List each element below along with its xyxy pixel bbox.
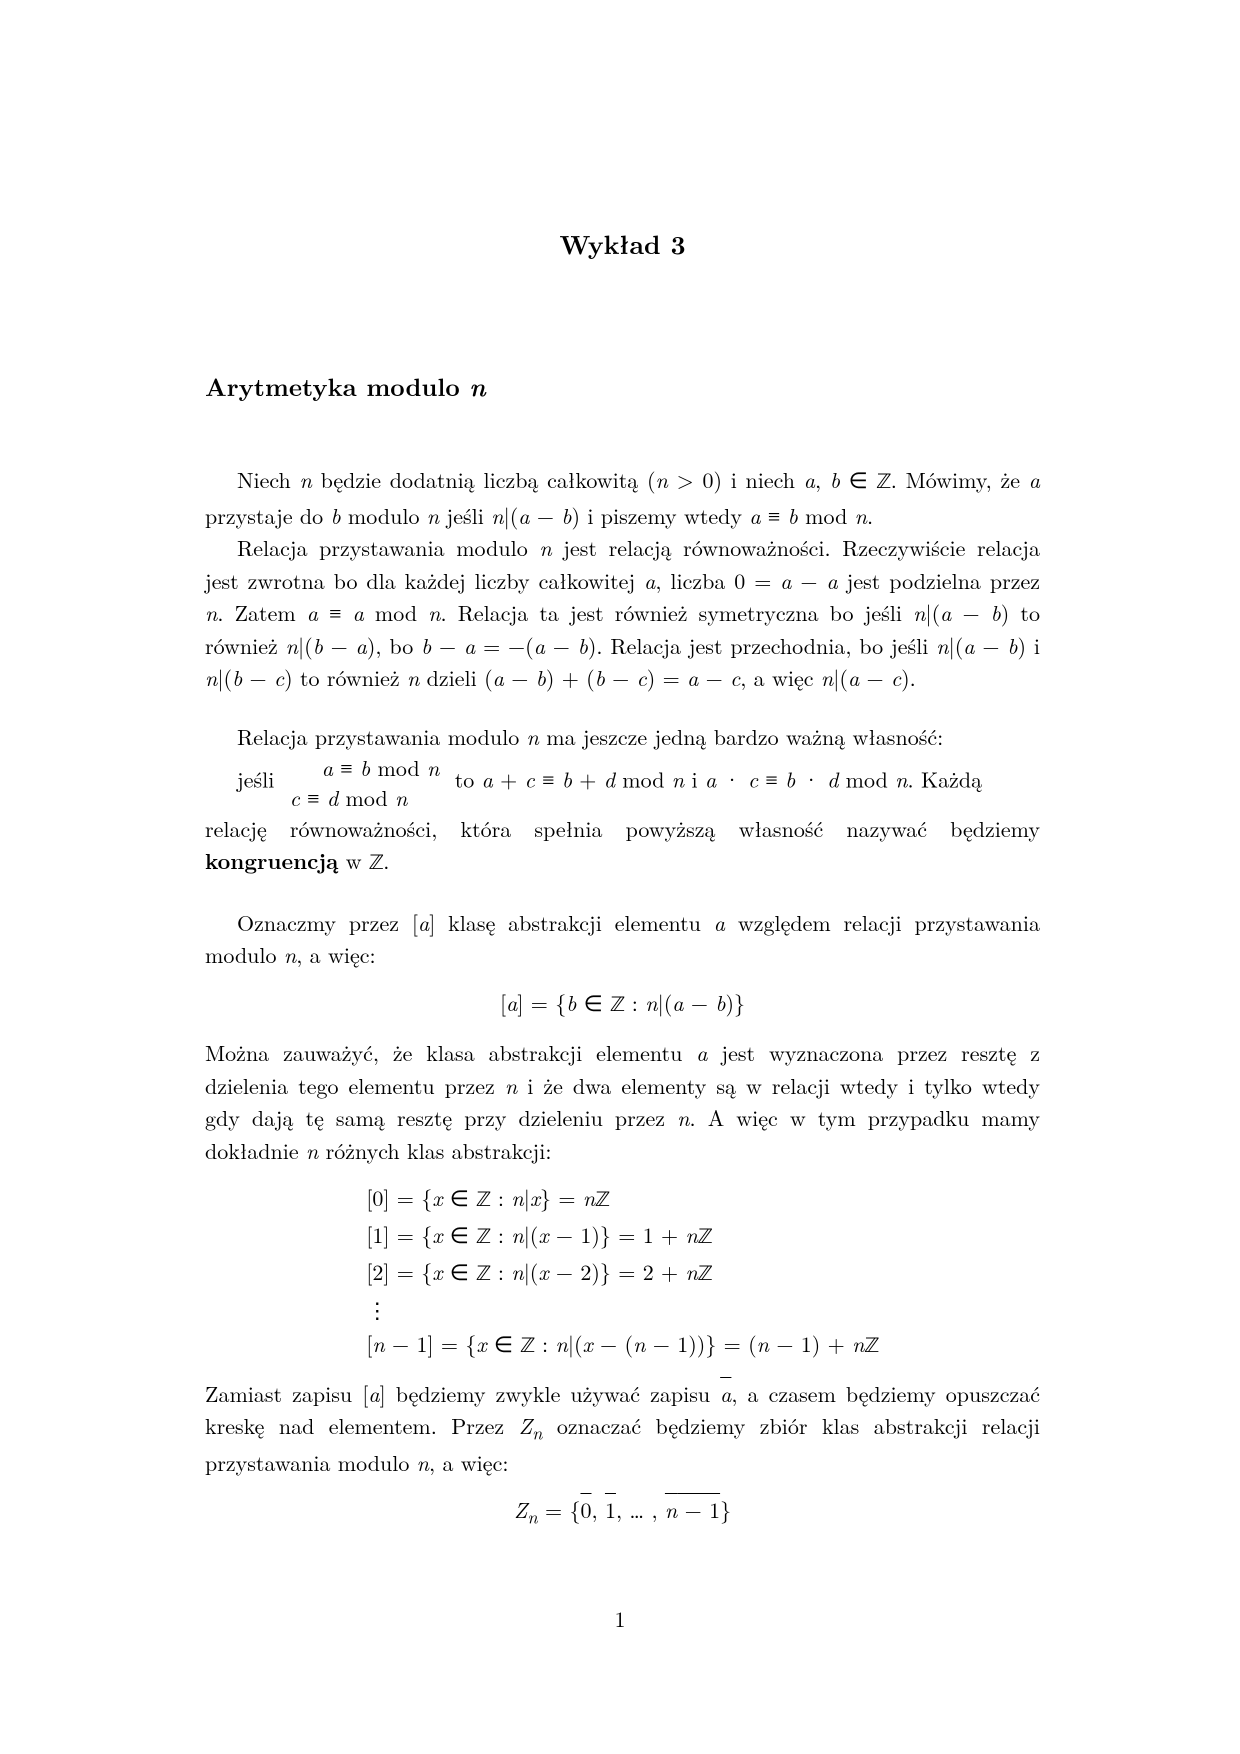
paragraph-5: Zamiast zapisu [a] będziemy zwykle używa… (205, 1378, 1040, 1480)
lecture-title: Wykład 3 (205, 225, 1040, 262)
display-equation-2: [0] = {x ∈ ℤ : n|x} = nℤ[1] = {x ∈ ℤ : n… (205, 1181, 1040, 1363)
document-page: Wykład 3 Arytmetyka modulo n Niech n będ… (0, 0, 1240, 1754)
paragraph-4: Można zauważyć, że klasa abstrakcji elem… (205, 1037, 1040, 1167)
display-equation-1: [a] = {b ∈ ℤ : n|(a − b)} (205, 986, 1040, 1023)
spacer (205, 695, 1040, 721)
class-list: [0] = {x ∈ ℤ : n|x} = nℤ[1] = {x ∈ ℤ : n… (366, 1181, 879, 1363)
display-equation-3: Zn = {0, 1, … , n − 1} (205, 1493, 1040, 1531)
congruence-then: to a + c ≡ b + d mod n i a · c ≡ b · d m… (447, 764, 982, 795)
spacer (205, 881, 1040, 907)
paragraph-1a: Niech n będzie dodatnią liczbą całkowitą… (205, 464, 1040, 532)
paragraph-2-tail: relację równoważności, która spełnia pow… (205, 813, 1040, 881)
paragraph-2-lead: Relacja przystawania modulo n ma jeszcze… (205, 721, 1040, 754)
congruence-line-2: c ≡ d mod n (290, 782, 408, 813)
if-word: jeśli (237, 764, 274, 795)
section-heading-var: n (469, 367, 485, 404)
congruence-line-1: a ≡ b mod n (322, 752, 440, 783)
paragraph-1b: Relacja przystawania modulo n jest relac… (205, 532, 1040, 695)
section-heading-text: Arytmetyka modulo (205, 369, 469, 404)
section-heading: Arytmetyka modulo n (205, 367, 1040, 404)
paragraph-2-congruence: jeśli a ≡ b mod n c ≡ d mod n to a + c ≡… (205, 753, 1040, 812)
page-number: 1 (0, 1603, 1240, 1634)
paragraph-3: Oznaczmy przez [a] klasę abstrakcji elem… (205, 907, 1040, 972)
congruence-stack: a ≡ b mod n c ≡ d mod n (290, 753, 440, 812)
